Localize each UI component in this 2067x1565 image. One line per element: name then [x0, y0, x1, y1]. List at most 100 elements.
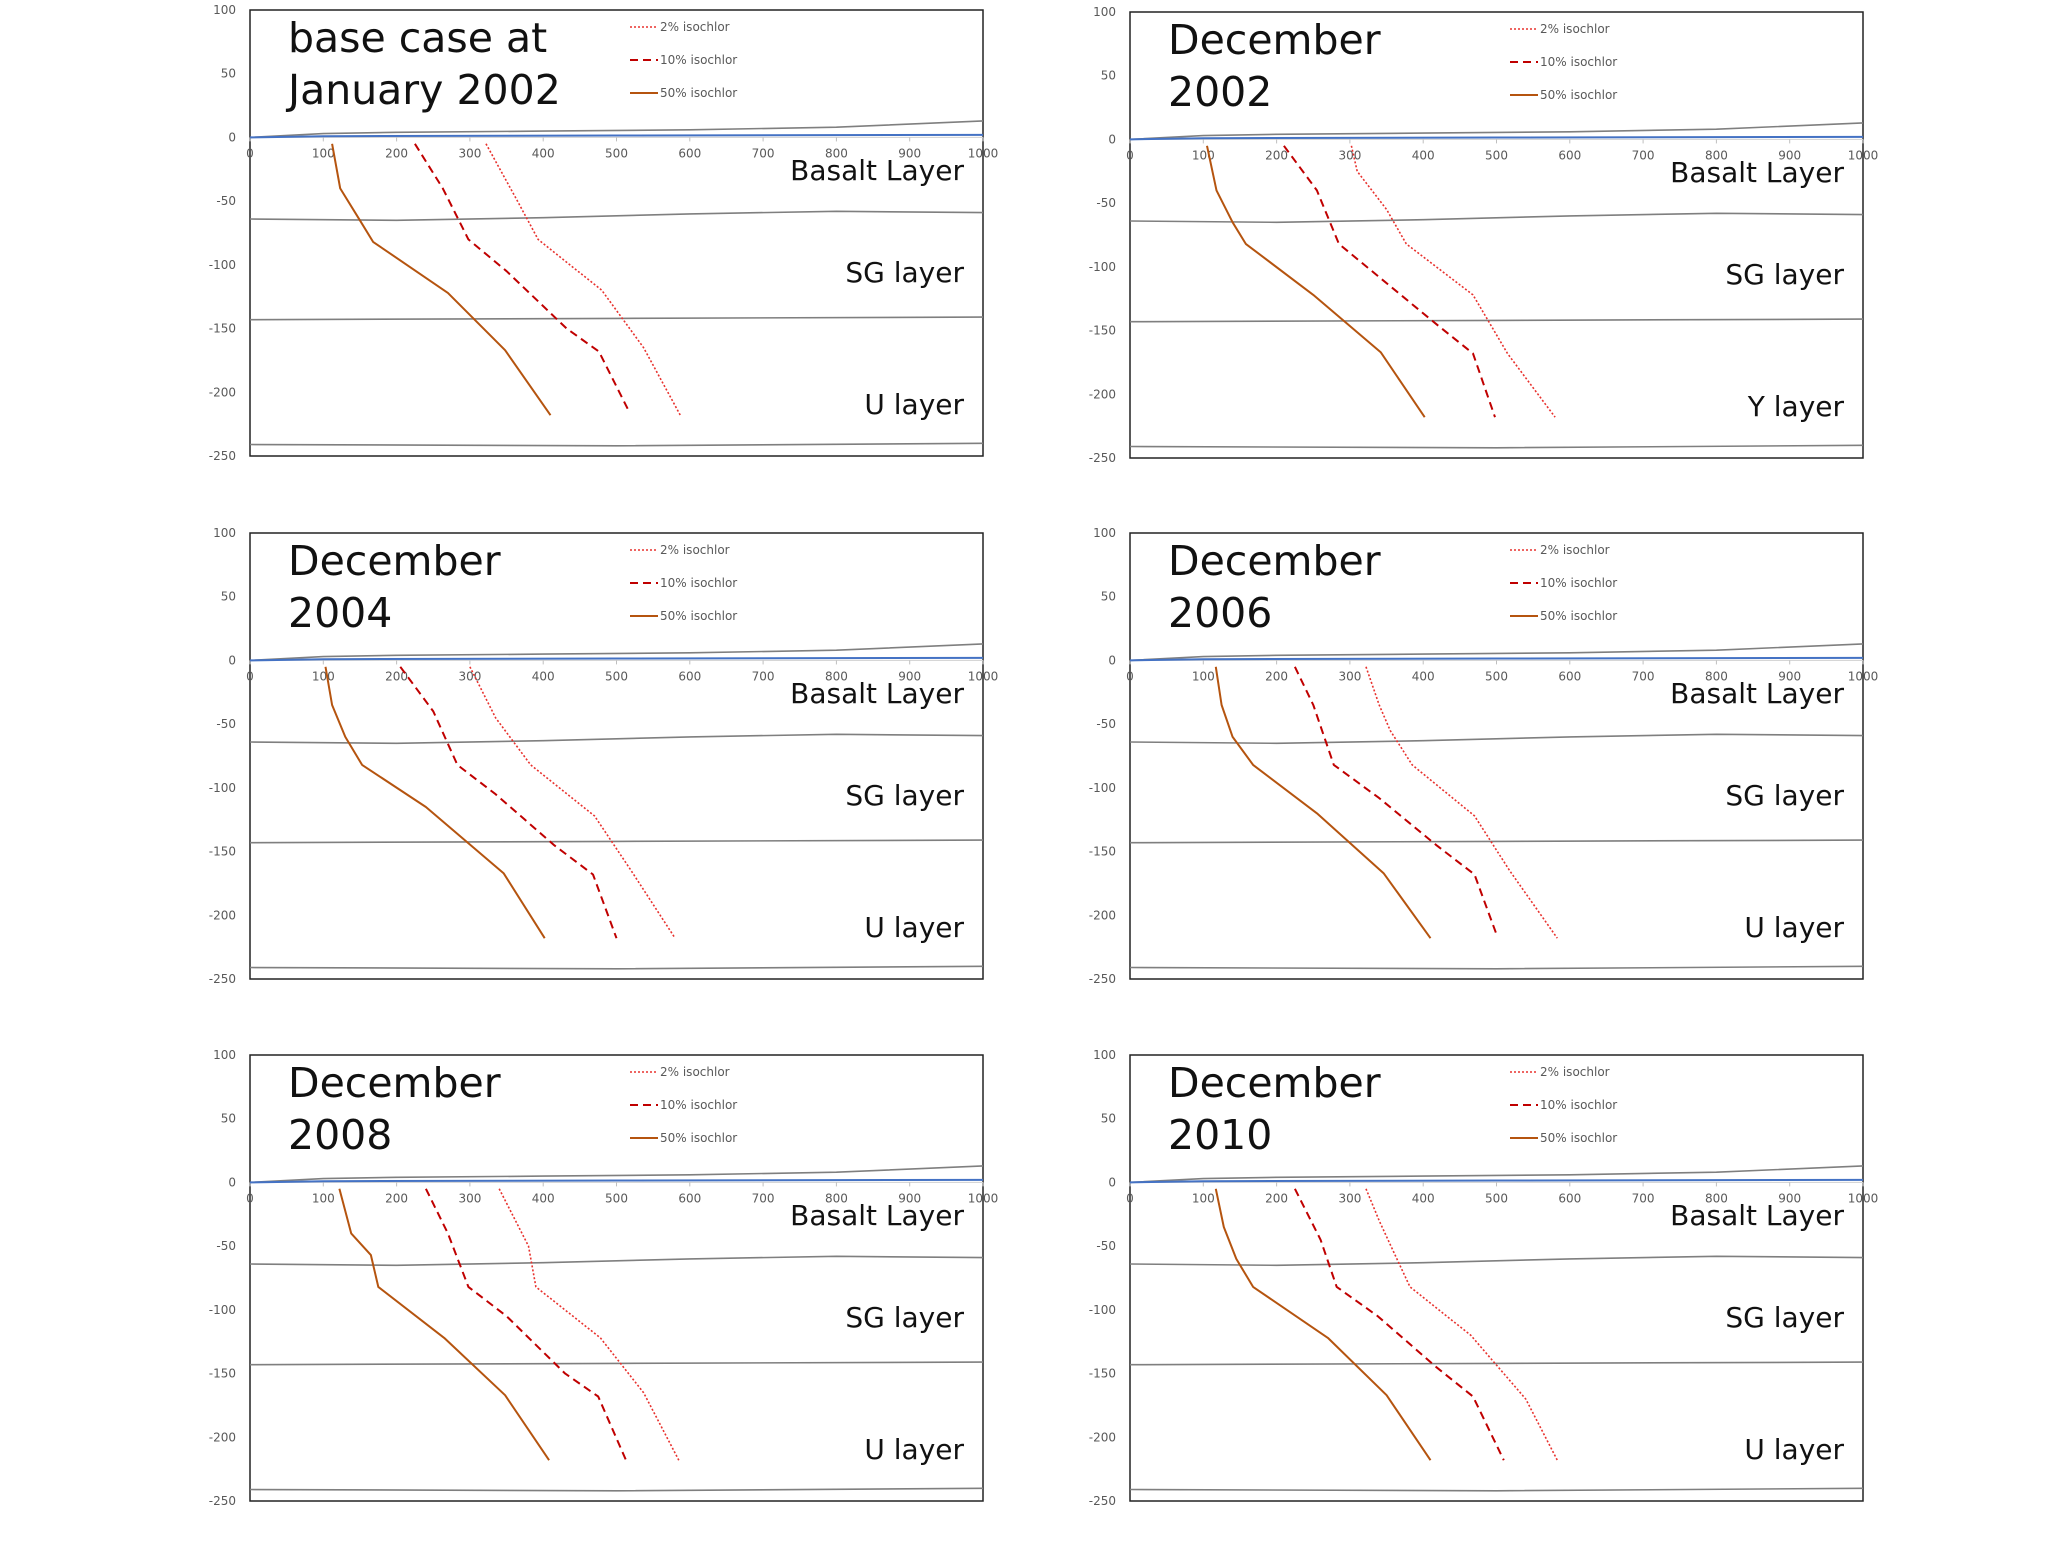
layer-label: Basalt Layer — [790, 1199, 964, 1232]
x-tick-label: 400 — [532, 669, 555, 683]
chart-panel-december-2002: 0 100 200 300 400 500 600 700 800 900 1000 100 50 0 -5… — [1080, 2, 2067, 522]
x-tick-label: 1000 — [1848, 148, 1879, 162]
y-tick-label: 0 — [1108, 653, 1116, 667]
y-tick-label: -250 — [1089, 1494, 1116, 1508]
x-tick-label: 500 — [1485, 669, 1508, 683]
x-tick-label: 400 — [1412, 1191, 1435, 1205]
layer-label: U layer — [864, 1433, 964, 1466]
x-tick-label: 0 — [1126, 1191, 1134, 1205]
layer-boundary-line — [1129, 1255, 1864, 1267]
x-tick-label: 200 — [1265, 148, 1288, 162]
layer-label: SG layer — [1725, 1301, 1844, 1334]
x-tick-label: 700 — [752, 1191, 775, 1205]
isochlor-line-solid — [324, 666, 546, 939]
y-tick-label: 50 — [1101, 69, 1116, 83]
y-tick-label: -250 — [209, 972, 236, 986]
x-tick-label: 900 — [1778, 669, 1801, 683]
chart-svg: 0 100 200 300 400 500 600 700 800 900 1000100500-5… — [1089, 526, 1879, 986]
legend-label: 2% isochlor — [660, 543, 730, 557]
x-tick-label: 700 — [1632, 148, 1655, 162]
x-tick-label: 600 — [1558, 669, 1581, 683]
x-tick-label: 700 — [752, 669, 775, 683]
layer-boundary-line — [249, 210, 984, 222]
isochlor-line-solid — [1206, 145, 1426, 418]
layer-label: Basalt Layer — [790, 154, 964, 187]
isochlor-line-solid — [1214, 666, 1432, 939]
y-tick-label: -200 — [209, 908, 236, 922]
x-tick-label: 500 — [1485, 148, 1508, 162]
layer-boundary-line — [1129, 643, 1864, 662]
y-tick-label: -50 — [216, 717, 236, 731]
plot-frame — [249, 532, 984, 980]
y-tick-label: 0 — [228, 130, 236, 144]
panel-title-line: January 2002 — [285, 66, 561, 114]
isochlor-line-dashed — [1294, 1188, 1505, 1461]
legend-label: 10% isochlor — [660, 53, 737, 67]
x-tick-label: 800 — [825, 146, 848, 160]
y-tick-label: -200 — [1089, 387, 1116, 401]
isochlor-line-dotted — [1365, 666, 1558, 939]
x-tick-label: 400 — [1412, 669, 1435, 683]
isochlor-line-dashed — [1283, 145, 1496, 418]
x-tick-label: 700 — [1632, 669, 1655, 683]
legend-label: 50% isochlor — [660, 1131, 737, 1145]
y-tick-label: 100 — [1093, 1048, 1116, 1062]
y-tick-label: -100 — [1089, 781, 1116, 795]
layer-boundary-line — [1129, 1165, 1864, 1184]
y-tick-label: 100 — [213, 526, 236, 540]
isochlor-line-dashed — [399, 666, 618, 939]
plot-frame — [1129, 11, 1864, 459]
isochlor-line-solid — [1214, 1188, 1432, 1461]
layer-boundary-line — [1129, 965, 1864, 970]
y-tick-label: -100 — [1089, 260, 1116, 274]
x-tick-label: 1000 — [968, 669, 999, 683]
y-tick-label: 50 — [1101, 590, 1116, 604]
y-tick-label: 50 — [221, 590, 236, 604]
chart-panel-december-2006: 0 100 200 300 400 500 600 700 800 900 1000 100 50 0 -5… — [1080, 523, 2067, 1043]
panel-title-line: December — [1168, 16, 1381, 64]
panel-title-line: 2008 — [288, 1111, 392, 1159]
x-tick-label: 300 — [1338, 669, 1361, 683]
layer-boundary-line — [1129, 733, 1864, 745]
x-tick-label: 0 — [1126, 148, 1134, 162]
y-tick-label: -200 — [1089, 1430, 1116, 1444]
layer-boundary-line — [1129, 318, 1864, 323]
y-tick-label: 50 — [221, 67, 236, 81]
x-tick-label: 200 — [385, 669, 408, 683]
y-tick-label: -50 — [1096, 717, 1116, 731]
layer-boundary-line — [1129, 212, 1864, 224]
y-tick-label: -50 — [216, 194, 236, 208]
x-tick-label: 600 — [678, 146, 701, 160]
chart-svg: 0 100 200 300 400 500 600 700 800 900 1000100500-5… — [1089, 5, 1879, 465]
isochlor-line-dotted — [1365, 1188, 1559, 1461]
layer-boundary-line — [1129, 839, 1864, 844]
y-tick-label: -50 — [216, 1239, 236, 1253]
x-tick-label: 900 — [898, 669, 921, 683]
legend-label: 2% isochlor — [660, 1065, 730, 1079]
y-tick-label: -150 — [209, 322, 236, 336]
panel-title-line: December — [1168, 537, 1381, 585]
x-tick-label: 400 — [1412, 148, 1435, 162]
x-tick-label: 800 — [825, 1191, 848, 1205]
panel-title-line: December — [288, 1059, 501, 1107]
layer-label: U layer — [1744, 1433, 1844, 1466]
x-tick-label: 100 — [1192, 148, 1215, 162]
x-tick-label: 400 — [532, 146, 555, 160]
x-tick-label: 600 — [678, 669, 701, 683]
layer-boundary-line — [1129, 122, 1864, 141]
panel-title-line: 2010 — [1168, 1111, 1272, 1159]
panel-title-line: 2002 — [1168, 68, 1272, 116]
layer-label: Y layer — [1747, 390, 1845, 423]
x-tick-label: 700 — [752, 146, 775, 160]
isochlor-line-dashed — [1293, 666, 1498, 935]
x-tick-label: 100 — [312, 146, 335, 160]
layer-boundary-line — [249, 1165, 984, 1184]
layer-label: Basalt Layer — [1670, 1199, 1844, 1232]
layer-label: U layer — [864, 911, 964, 944]
y-tick-label: -150 — [209, 1367, 236, 1381]
y-tick-label: -100 — [1089, 1303, 1116, 1317]
y-tick-label: 100 — [1093, 526, 1116, 540]
x-tick-label: 600 — [1558, 148, 1581, 162]
chart-panel-december-2004: 0 100 200 300 400 500 600 700 800 900 1000 100 50 0 -5… — [200, 523, 1220, 1043]
y-tick-label: 50 — [1101, 1112, 1116, 1126]
